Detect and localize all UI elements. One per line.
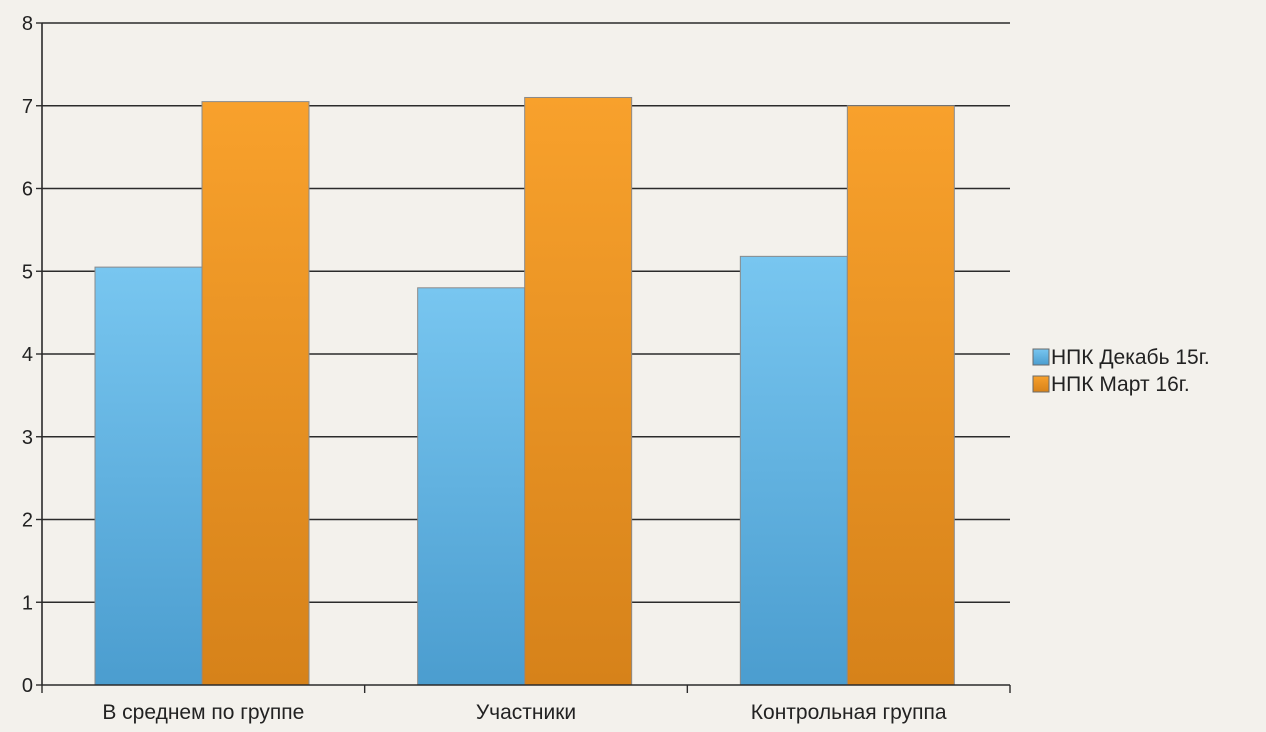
y-tick-label: 3 — [22, 427, 33, 449]
x-category-label: Контрольная группа — [751, 701, 947, 724]
x-category-label: Участники — [476, 701, 576, 724]
bar-mar16-0 — [201, 101, 310, 686]
y-tick-label: 1 — [22, 592, 33, 614]
bars — [94, 96, 955, 686]
legend: НПК Декабь 15г. НПК Март 16г. — [1032, 346, 1210, 396]
legend-label: НПК Декабь 15г. — [1051, 346, 1210, 369]
x-category-label: В среднем по группе — [102, 701, 304, 724]
y-tick-label: 5 — [22, 261, 33, 283]
bar-mar16-2 — [846, 105, 955, 686]
y-tick-label: 6 — [22, 179, 33, 201]
y-tick-label: 4 — [22, 344, 33, 366]
legend-label: НПК Март 16г. — [1051, 373, 1190, 396]
y-tick-labels: 0 1 2 3 4 5 6 7 8 — [22, 13, 33, 697]
y-tick-label: 0 — [22, 675, 33, 697]
y-tick-label: 2 — [22, 510, 33, 532]
legend-swatch — [1032, 375, 1050, 393]
axes — [36, 22, 1011, 693]
x-category-labels: В среднем по группе Участники Контрольная … — [102, 701, 946, 724]
bar-mar16-1 — [524, 96, 633, 686]
bar-dec15-0 — [94, 266, 203, 686]
bar-dec15-2 — [739, 255, 848, 686]
y-tick-label: 8 — [22, 13, 33, 35]
y-tick-label: 7 — [22, 96, 33, 118]
bar-dec15-1 — [417, 287, 526, 686]
legend-swatch — [1032, 348, 1050, 366]
